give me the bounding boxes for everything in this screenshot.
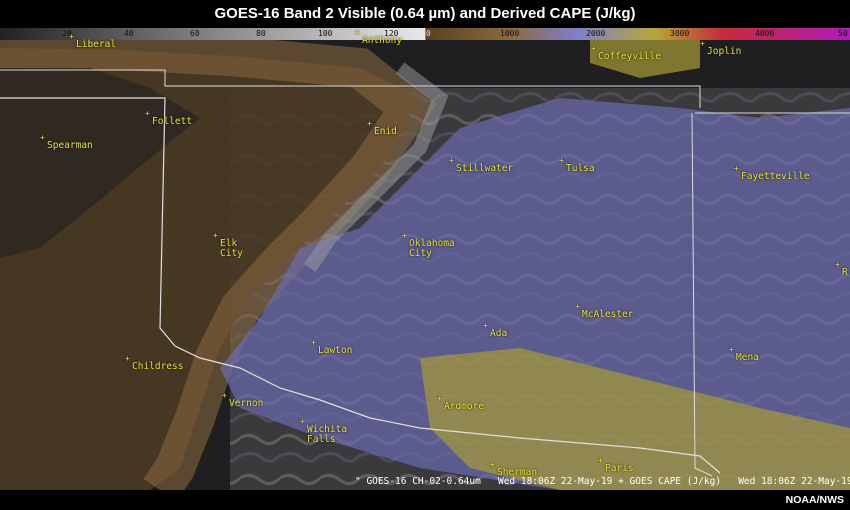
scale-tick: 120	[384, 29, 399, 38]
scale-tick: 40	[124, 29, 134, 38]
scale-tick: 0	[426, 29, 431, 38]
city-label: Follett	[145, 109, 192, 127]
kansas-border	[0, 69, 701, 108]
color-scale-bar	[0, 28, 850, 40]
scale-tick: 20	[62, 29, 72, 38]
city-label: Elk City	[213, 231, 243, 259]
data-status-line: " GOES-16 CH-02-0.64um Wed 18:06Z 22-May…	[355, 476, 850, 487]
city-label: Tulsa	[559, 156, 595, 174]
city-label: Liberal	[69, 32, 116, 50]
city-label: Paris	[598, 456, 634, 474]
scale-tick: 60	[190, 29, 200, 38]
scale-tick: 1000	[500, 29, 520, 38]
city-label: Ada	[483, 321, 507, 339]
map-title: GOES-16 Band 2 Visible (0.64 µm) and Der…	[0, 0, 850, 28]
city-label: Mena	[729, 345, 759, 363]
cape-high-region	[420, 348, 850, 490]
dark-panhandle	[0, 68, 200, 258]
scale-tick: 4000	[755, 29, 775, 38]
city-label: Wichita Falls	[300, 417, 347, 445]
city-label: Oklahoma City	[402, 231, 455, 259]
city-label: Ardmore	[437, 394, 484, 412]
scale-tick: 80	[256, 29, 266, 38]
scale-tick: 50	[838, 29, 848, 38]
arkansas-border	[691, 112, 713, 477]
bottom-bar	[0, 490, 850, 510]
scale-tick: 2000	[586, 29, 606, 38]
city-label: Coffeyville	[591, 44, 661, 62]
oklahoma-texas-border	[0, 97, 721, 474]
cloud-streak	[304, 62, 449, 272]
credit-label: NOAA/NWS	[785, 494, 844, 506]
satellite-map[interactable]	[0, 28, 850, 490]
city-label: Spearman	[40, 133, 93, 151]
city-label: Joplin	[700, 39, 741, 57]
color-scale-ticks: 20 40 60 80 100 120 0 1000 2000 3000 400…	[0, 28, 850, 40]
satellite-imagery	[0, 28, 850, 490]
city-label: Fayetteville	[734, 164, 810, 182]
city-label: Lawton	[311, 338, 352, 356]
city-label: Enid	[367, 119, 397, 137]
scale-tick: 100	[318, 29, 333, 38]
city-label: R	[835, 260, 847, 278]
city-label: Stillwater	[449, 156, 513, 174]
city-label: McAlester	[575, 302, 634, 320]
city-label: Sherman	[490, 460, 537, 478]
city-label: Childress	[125, 354, 184, 372]
city-label: Vernon	[222, 391, 263, 409]
city-label: Anthony	[355, 28, 402, 46]
cape-edge-band	[0, 28, 437, 490]
scale-tick: 3000	[670, 29, 690, 38]
